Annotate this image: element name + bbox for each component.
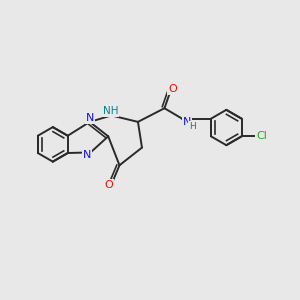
- Text: N: N: [183, 117, 191, 127]
- Text: Cl: Cl: [256, 130, 267, 140]
- Text: N: N: [83, 150, 92, 160]
- Text: N: N: [85, 113, 94, 123]
- Text: O: O: [168, 84, 177, 94]
- Text: O: O: [105, 179, 113, 190]
- Text: H: H: [189, 122, 196, 131]
- Text: NH: NH: [103, 106, 118, 116]
